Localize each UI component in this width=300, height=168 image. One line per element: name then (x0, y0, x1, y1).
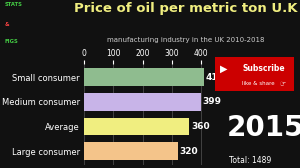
Bar (84, 68, 204, 86)
Bar (84, 142, 178, 160)
Text: Price of oil per metric ton U.K: Price of oil per metric ton U.K (74, 2, 298, 15)
Text: 320: 320 (179, 147, 198, 156)
Text: 2015: 2015 (226, 114, 300, 142)
Text: &: & (4, 22, 9, 27)
Text: ▶: ▶ (220, 64, 227, 74)
Text: 411: 411 (206, 73, 225, 82)
Text: FIGS: FIGS (4, 39, 18, 44)
Text: 360: 360 (191, 122, 210, 131)
Bar (84, 118, 190, 135)
Text: ☞: ☞ (279, 80, 285, 86)
Text: 399: 399 (202, 97, 221, 106)
Bar (84, 93, 201, 111)
Text: like & share: like & share (242, 81, 274, 86)
Text: Subscribe: Subscribe (242, 64, 285, 73)
Text: manufacturing industry in the UK 2010-2018: manufacturing industry in the UK 2010-20… (107, 37, 265, 43)
Text: Total: 1489: Total: 1489 (229, 156, 271, 165)
Text: STATS: STATS (4, 2, 22, 7)
